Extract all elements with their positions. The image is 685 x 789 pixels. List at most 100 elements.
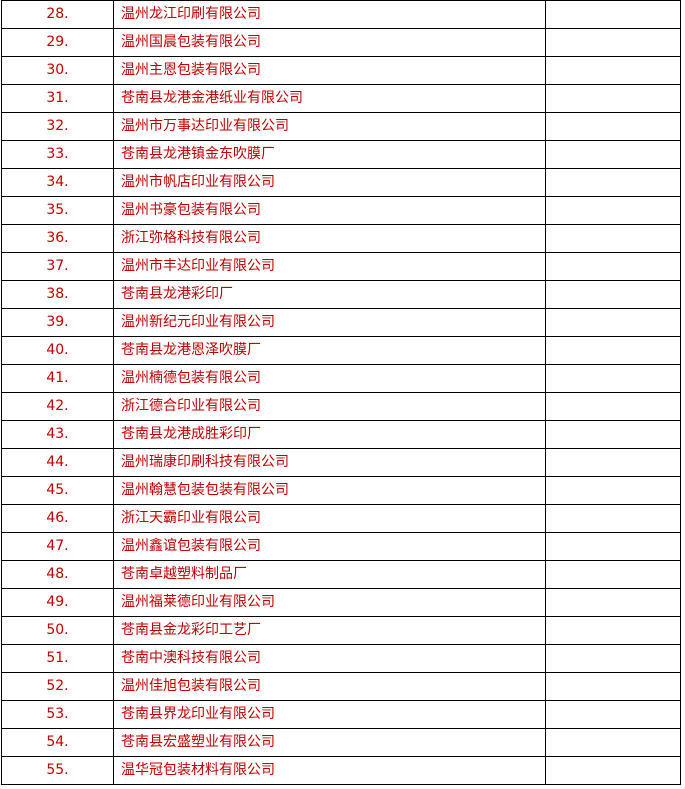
empty-cell bbox=[545, 308, 681, 337]
table-row: 49. 温州福莱德印业有限公司 bbox=[1, 588, 681, 617]
table-row: 32. 温州市万事达印业有限公司 bbox=[1, 112, 681, 141]
company-name: 苍南县龙港彩印厂 bbox=[113, 280, 546, 309]
table-row: 52. 温州佳旭包装有限公司 bbox=[1, 672, 681, 701]
company-name: 浙江天霸印业有限公司 bbox=[113, 504, 546, 533]
empty-cell bbox=[545, 476, 681, 505]
empty-cell bbox=[545, 0, 681, 29]
company-name: 苍南县宏盛塑业有限公司 bbox=[113, 728, 546, 757]
company-name: 温州新纪元印业有限公司 bbox=[113, 308, 546, 337]
row-number: 36. bbox=[1, 224, 114, 253]
empty-cell bbox=[545, 560, 681, 589]
empty-cell bbox=[545, 532, 681, 561]
row-number: 35. bbox=[1, 196, 114, 225]
company-name: 苍南县界龙印业有限公司 bbox=[113, 700, 546, 729]
row-number: 48. bbox=[1, 560, 114, 589]
table-row: 44. 温州瑞康印刷科技有限公司 bbox=[1, 448, 681, 477]
table-row: 34. 温州市帆店印业有限公司 bbox=[1, 168, 681, 197]
empty-cell bbox=[545, 700, 681, 729]
table-row: 37. 温州市丰达印业有限公司 bbox=[1, 252, 681, 281]
company-name: 苍南县龙港镇金东吹膜厂 bbox=[113, 140, 546, 169]
empty-cell bbox=[545, 588, 681, 617]
table-row: 43. 苍南县龙港成胜彩印厂 bbox=[1, 420, 681, 449]
row-number: 30. bbox=[1, 56, 114, 85]
table-row: 55. 温华冠包装材料有限公司 bbox=[1, 756, 681, 785]
empty-cell bbox=[545, 392, 681, 421]
empty-cell bbox=[545, 644, 681, 673]
row-number: 37. bbox=[1, 252, 114, 281]
table-row: 40. 苍南县龙港恩泽吹膜厂 bbox=[1, 336, 681, 365]
row-number: 32. bbox=[1, 112, 114, 141]
company-name: 苍南县龙港恩泽吹膜厂 bbox=[113, 336, 546, 365]
company-name: 温州瑞康印刷科技有限公司 bbox=[113, 448, 546, 477]
empty-cell bbox=[545, 420, 681, 449]
company-name: 温州福莱德印业有限公司 bbox=[113, 588, 546, 617]
empty-cell bbox=[545, 448, 681, 477]
table-row: 39. 温州新纪元印业有限公司 bbox=[1, 308, 681, 337]
row-number: 50. bbox=[1, 616, 114, 645]
row-number: 29. bbox=[1, 28, 114, 57]
company-name: 浙江弥格科技有限公司 bbox=[113, 224, 546, 253]
table-row: 48. 苍南卓越塑料制品厂 bbox=[1, 560, 681, 589]
empty-cell bbox=[545, 56, 681, 85]
row-number: 51. bbox=[1, 644, 114, 673]
table-row: 45. 温州翰慧包装包装有限公司 bbox=[1, 476, 681, 505]
row-number: 34. bbox=[1, 168, 114, 197]
company-name: 温州楠德包装有限公司 bbox=[113, 364, 546, 393]
row-number: 49. bbox=[1, 588, 114, 617]
table-row: 53. 苍南县界龙印业有限公司 bbox=[1, 700, 681, 729]
table-row: 38. 苍南县龙港彩印厂 bbox=[1, 280, 681, 309]
company-name: 温州翰慧包装包装有限公司 bbox=[113, 476, 546, 505]
row-number: 40. bbox=[1, 336, 114, 365]
table-row: 42. 浙江德合印业有限公司 bbox=[1, 392, 681, 421]
company-name: 苍南中澳科技有限公司 bbox=[113, 644, 546, 673]
empty-cell bbox=[545, 672, 681, 701]
table-row: 35. 温州书豪包装有限公司 bbox=[1, 196, 681, 225]
company-name: 苍南县金龙彩印工艺厂 bbox=[113, 616, 546, 645]
row-number: 55. bbox=[1, 756, 114, 785]
row-number: 44. bbox=[1, 448, 114, 477]
row-number: 43. bbox=[1, 420, 114, 449]
row-number: 47. bbox=[1, 532, 114, 561]
empty-cell bbox=[545, 504, 681, 533]
row-number: 45. bbox=[1, 476, 114, 505]
empty-cell bbox=[545, 224, 681, 253]
empty-cell bbox=[545, 280, 681, 309]
table-row: 30. 温州主恩包装有限公司 bbox=[1, 56, 681, 85]
table-row: 41. 温州楠德包装有限公司 bbox=[1, 364, 681, 393]
company-name: 温州市万事达印业有限公司 bbox=[113, 112, 546, 141]
empty-cell bbox=[545, 728, 681, 757]
company-name: 温州书豪包装有限公司 bbox=[113, 196, 546, 225]
row-number: 33. bbox=[1, 140, 114, 169]
company-name: 温州佳旭包装有限公司 bbox=[113, 672, 546, 701]
empty-cell bbox=[545, 112, 681, 141]
company-name: 温州市帆店印业有限公司 bbox=[113, 168, 546, 197]
table-row: 51. 苍南中澳科技有限公司 bbox=[1, 644, 681, 673]
company-name: 温州主恩包装有限公司 bbox=[113, 56, 546, 85]
company-name: 温州国晨包装有限公司 bbox=[113, 28, 546, 57]
company-name: 苍南卓越塑料制品厂 bbox=[113, 560, 546, 589]
table-row: 33. 苍南县龙港镇金东吹膜厂 bbox=[1, 140, 681, 169]
empty-cell bbox=[545, 196, 681, 225]
company-name: 温华冠包装材料有限公司 bbox=[113, 756, 546, 785]
company-name: 苍南县龙港金港纸业有限公司 bbox=[113, 84, 546, 113]
empty-cell bbox=[545, 364, 681, 393]
company-name: 浙江德合印业有限公司 bbox=[113, 392, 546, 421]
table-row: 50. 苍南县金龙彩印工艺厂 bbox=[1, 616, 681, 645]
table-row: 29. 温州国晨包装有限公司 bbox=[1, 28, 681, 57]
company-name: 苍南县龙港成胜彩印厂 bbox=[113, 420, 546, 449]
company-name: 温州龙江印刷有限公司 bbox=[113, 0, 546, 29]
table-row: 31. 苍南县龙港金港纸业有限公司 bbox=[1, 84, 681, 113]
row-number: 31. bbox=[1, 84, 114, 113]
company-name: 温州市丰达印业有限公司 bbox=[113, 252, 546, 281]
table-row: 28. 温州龙江印刷有限公司 bbox=[1, 0, 681, 29]
table-row: 54. 苍南县宏盛塑业有限公司 bbox=[1, 728, 681, 757]
empty-cell bbox=[545, 84, 681, 113]
row-number: 53. bbox=[1, 700, 114, 729]
company-name: 温州鑫谊包装有限公司 bbox=[113, 532, 546, 561]
row-number: 41. bbox=[1, 364, 114, 393]
table-row: 47. 温州鑫谊包装有限公司 bbox=[1, 532, 681, 561]
row-number: 39. bbox=[1, 308, 114, 337]
